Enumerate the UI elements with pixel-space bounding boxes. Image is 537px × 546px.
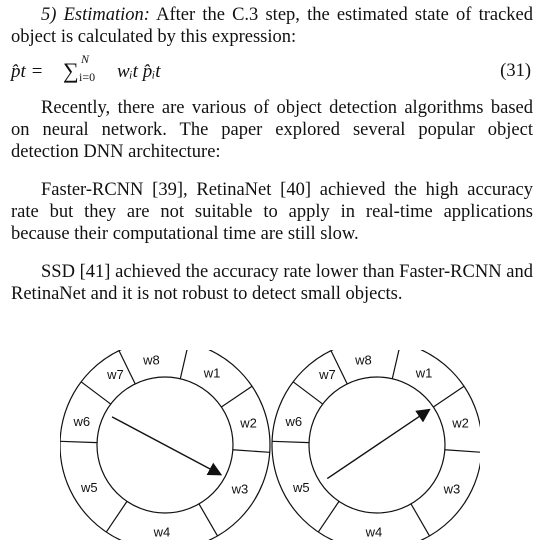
segment-divider: [179, 350, 188, 379]
segment-divider: [317, 501, 340, 533]
segment-divider: [105, 501, 128, 533]
wheel-left: w1 w2 w3 w4 w5 w6 w7 w8: [60, 350, 271, 540]
segment-label-w3: w3: [443, 481, 461, 496]
equation-lhs: p̂t =: [11, 61, 44, 82]
sum-symbol: ∑: [63, 58, 79, 83]
segment-label-w2: w2: [451, 416, 469, 431]
wheel-outer-ring: [271, 350, 480, 540]
segment-divider: [330, 350, 348, 385]
segment-divider: [391, 350, 400, 379]
segment-label-w2: w2: [239, 416, 257, 431]
section-title: Estimation:: [63, 5, 150, 25]
segment-divider: [80, 381, 112, 405]
pointer-arrow: [111, 416, 223, 476]
segment-label-w4: w4: [365, 524, 383, 539]
segment-divider: [60, 440, 98, 444]
segment-divider: [272, 440, 310, 444]
segment-label-w1: w1: [415, 365, 433, 380]
paragraph-2: Faster-RCNN [39], RetinaNet [40] achieve…: [11, 180, 533, 244]
segment-divider: [198, 503, 219, 537]
segment-label-w3: w3: [231, 481, 249, 496]
segment-label-w8: w8: [142, 353, 160, 368]
segment-divider: [232, 449, 270, 453]
pointer-arrow: [326, 408, 431, 480]
segment-label-w6: w6: [285, 414, 303, 429]
segment-divider: [444, 449, 480, 453]
section-paragraph: 5) Estimation: After the C.3 step, the e…: [11, 4, 533, 48]
segment-label-w6: w6: [73, 414, 91, 429]
segment-divider: [410, 503, 431, 537]
paragraph-3: SSD [41] achieved the accuracy rate lowe…: [11, 262, 533, 304]
sum-upper-limit: N: [81, 52, 90, 66]
wheel-outer-ring: [60, 350, 271, 540]
segment-divider: [292, 381, 324, 405]
equation-number: (31): [500, 61, 531, 81]
segment-label-w7: w7: [318, 367, 336, 382]
section-intro: After the C.3 step, the estimated state …: [11, 5, 534, 47]
segment-divider: [433, 385, 465, 408]
segment-label-w1: w1: [203, 365, 221, 380]
equation-31: p̂t = ∑ N i=0 wᵢt p̂ᵢt (31): [11, 52, 533, 88]
segment-label-w4: w4: [153, 524, 171, 539]
segment-label-w8: w8: [354, 353, 372, 368]
segment-label-w5: w5: [292, 480, 310, 495]
wheel-inner-ring: [308, 376, 446, 514]
segment-label-w7: w7: [106, 367, 124, 382]
segment-divider: [221, 385, 253, 408]
equation-body: wᵢt p̂ᵢt: [117, 61, 161, 82]
paragraph-1: Recently, there are various of object de…: [11, 98, 533, 162]
figure-weight-wheels: w1 w2 w3 w4 w5 w6 w7 w8 w1 w2 w3 w4 w5 w6 w7 w8: [60, 350, 480, 540]
section-number: 5): [41, 5, 57, 25]
segment-divider: [118, 350, 136, 385]
sum-lower-limit: i=0: [79, 70, 96, 84]
wheel-inner-ring: [96, 376, 234, 514]
segment-label-w5: w5: [80, 480, 98, 495]
wheel-right: w1 w2 w3 w4 w5 w6 w7 w8: [271, 350, 480, 540]
